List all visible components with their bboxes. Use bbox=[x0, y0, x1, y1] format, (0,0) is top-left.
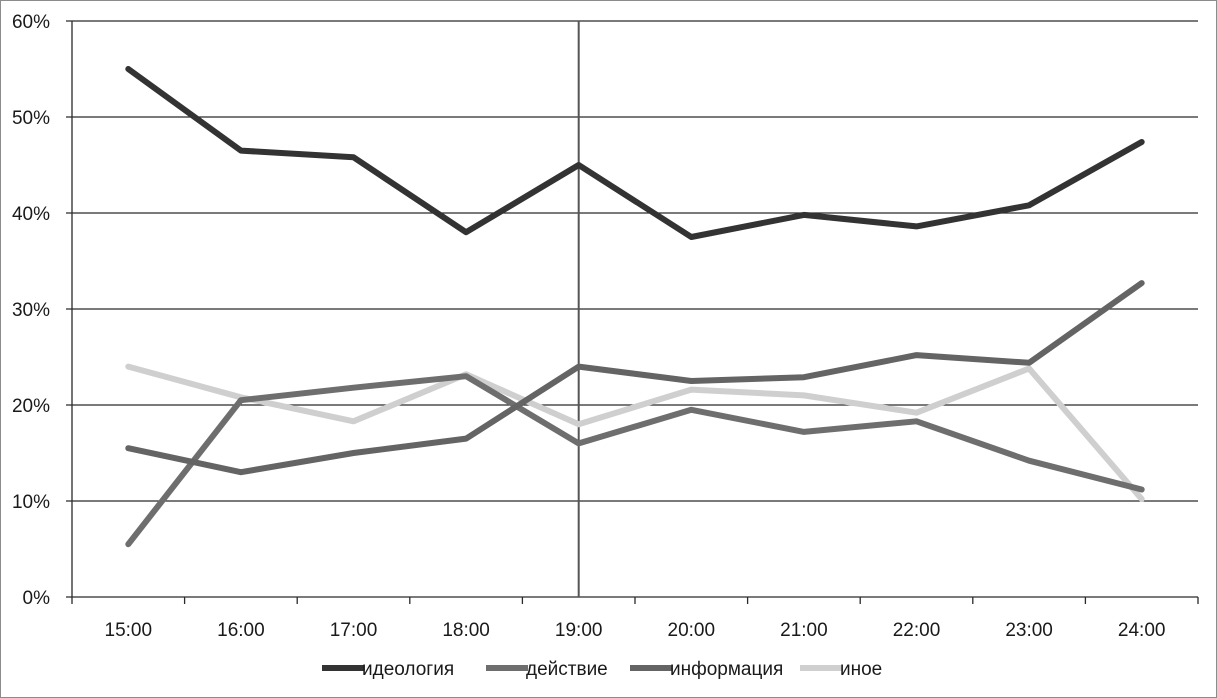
series-line-4 bbox=[125, 363, 1145, 503]
legend-label: идеология bbox=[362, 659, 454, 680]
x-tick-label: 20:00 bbox=[668, 620, 716, 641]
x-axis bbox=[71, 21, 1199, 604]
y-axis-ticks: 0% 10% 20% 30% 40% 50% 60% bbox=[12, 12, 50, 609]
y-tick-label: 10% bbox=[12, 492, 50, 513]
legend-label: иное bbox=[840, 659, 882, 680]
x-tick-label: 18:00 bbox=[442, 620, 490, 641]
gridlines bbox=[66, 20, 1198, 598]
y-tick-label: 0% bbox=[23, 588, 51, 609]
x-tick-label: 15:00 bbox=[105, 620, 153, 641]
x-tick-label: 21:00 bbox=[780, 620, 828, 641]
x-tick-label: 23:00 bbox=[1005, 620, 1053, 641]
legend-label: действие bbox=[526, 659, 608, 680]
series-line-3 bbox=[125, 280, 1145, 476]
x-tick-label: 22:00 bbox=[893, 620, 941, 641]
x-tick-label: 24:00 bbox=[1118, 620, 1166, 641]
x-tick-label: 19:00 bbox=[555, 620, 603, 641]
legend-label: информация bbox=[670, 659, 783, 680]
series-lines bbox=[125, 66, 1145, 548]
x-axis-ticks: 15:00 16:00 17:00 18:00 19:00 20:00 21:00 22:00… bbox=[105, 620, 1166, 641]
legend: идеология действие информация иное bbox=[322, 659, 882, 680]
y-tick-label: 20% bbox=[12, 396, 50, 417]
series-line-1 bbox=[125, 66, 1145, 240]
x-tick-label: 16:00 bbox=[217, 620, 265, 641]
y-tick-label: 60% bbox=[12, 12, 50, 33]
series-line-2 bbox=[125, 373, 1145, 548]
y-tick-label: 30% bbox=[12, 300, 50, 321]
x-tick-label: 17:00 bbox=[330, 620, 378, 641]
y-tick-label: 40% bbox=[12, 204, 50, 225]
y-tick-label: 50% bbox=[12, 108, 50, 129]
